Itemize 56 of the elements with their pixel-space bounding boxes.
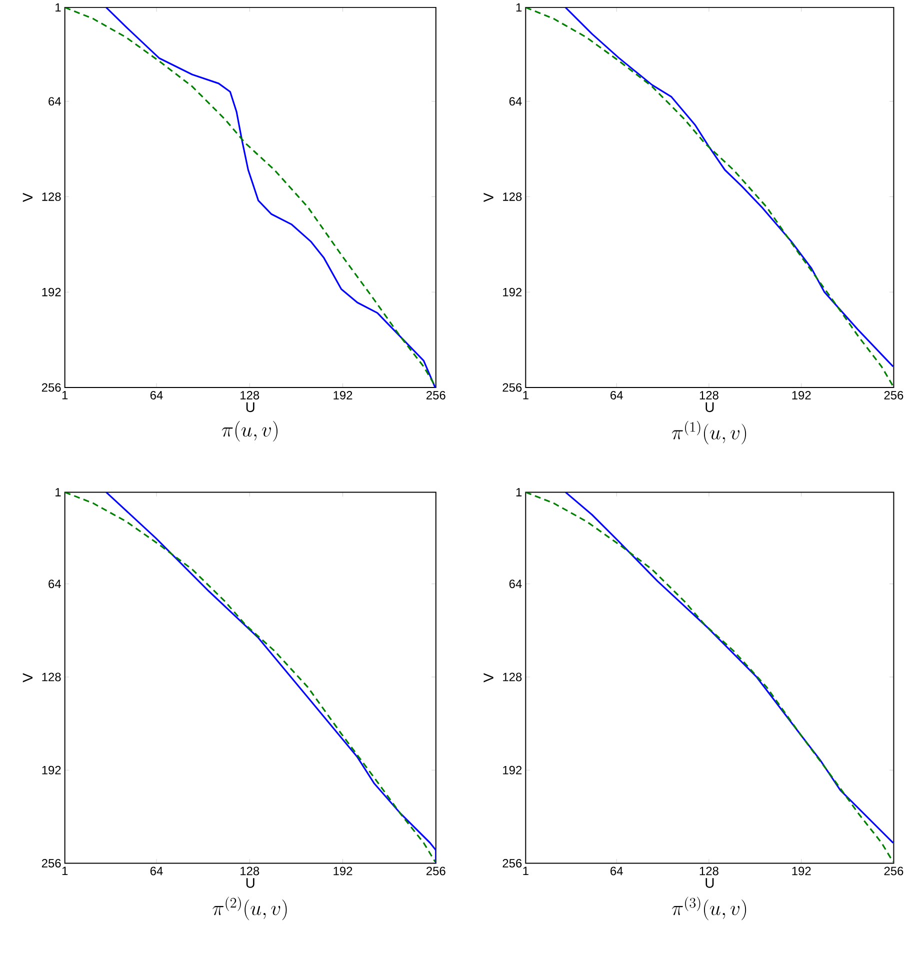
x-tick-label: 256 [884,390,904,400]
y-tick-label: 192 [503,288,522,296]
line-series [526,492,894,863]
x-tick-label: 64 [150,390,163,400]
x-tick-label: 64 [150,866,163,876]
x-axis-title: U [246,878,254,888]
y-tick-label: 192 [42,766,61,774]
y-axis-title: V [484,673,494,682]
y-tick-label: 256 [42,383,61,392]
y-tick-label: 256 [502,859,522,868]
y-tick-label: 256 [502,383,522,392]
x-tick-label: 128 [700,866,719,876]
y-axis-title: V [484,192,494,202]
y-tick-label: 1 [516,488,522,496]
y-tick-label: 64 [510,97,522,106]
x-tick-label: 64 [610,866,624,876]
x-tick-label: 1 [523,390,529,400]
x-tick-label: 192 [792,390,811,400]
y-tick-label: 192 [503,766,522,774]
y-tick-label: 64 [48,97,62,106]
y-axis-title: V [23,673,33,682]
x-tick-label: 1 [62,390,68,400]
x-tick-label: 256 [426,866,446,876]
y-tick-label: 128 [42,672,61,682]
text: $\pi^{(2)}(u,v)$ [212,896,287,920]
x-tick-label: 256 [884,866,904,876]
x-tick-label: 256 [426,390,446,400]
x-tick-label: 64 [610,390,624,400]
x-tick-label: 192 [334,866,352,876]
x-tick-label: 192 [792,866,811,876]
y-axis-title: V [23,192,33,202]
line-series [526,7,894,387]
x-axis-title: U [706,402,714,412]
x-tick-label: 128 [240,390,260,400]
y-tick-label: 128 [503,192,522,201]
y-tick-label: 192 [42,288,61,296]
line-series [564,492,894,844]
x-tick-label: 128 [700,390,719,400]
x-tick-label: 128 [240,866,260,876]
y-tick-label: 1 [516,3,522,12]
y-tick-label: 1 [56,3,61,12]
y-tick-label: 256 [42,859,61,868]
y-tick-label: 1 [56,488,61,496]
x-axis-title: U [706,878,714,888]
x-axis-title: U [246,402,254,412]
y-tick-label: 128 [503,672,522,682]
line-series [564,7,894,368]
text: $\pi^{(3)}(u,v)$ [672,896,746,920]
text: $\pi^{(1)}(u,v)$ [672,420,746,444]
text: $\pi(u,v)$ [222,420,278,442]
x-tick-label: 1 [523,866,529,876]
y-tick-label: 64 [510,580,522,588]
y-tick-label: 128 [42,192,61,201]
y-tick-label: 64 [48,580,62,588]
x-tick-label: 1 [62,866,68,876]
x-tick-label: 192 [334,390,352,400]
